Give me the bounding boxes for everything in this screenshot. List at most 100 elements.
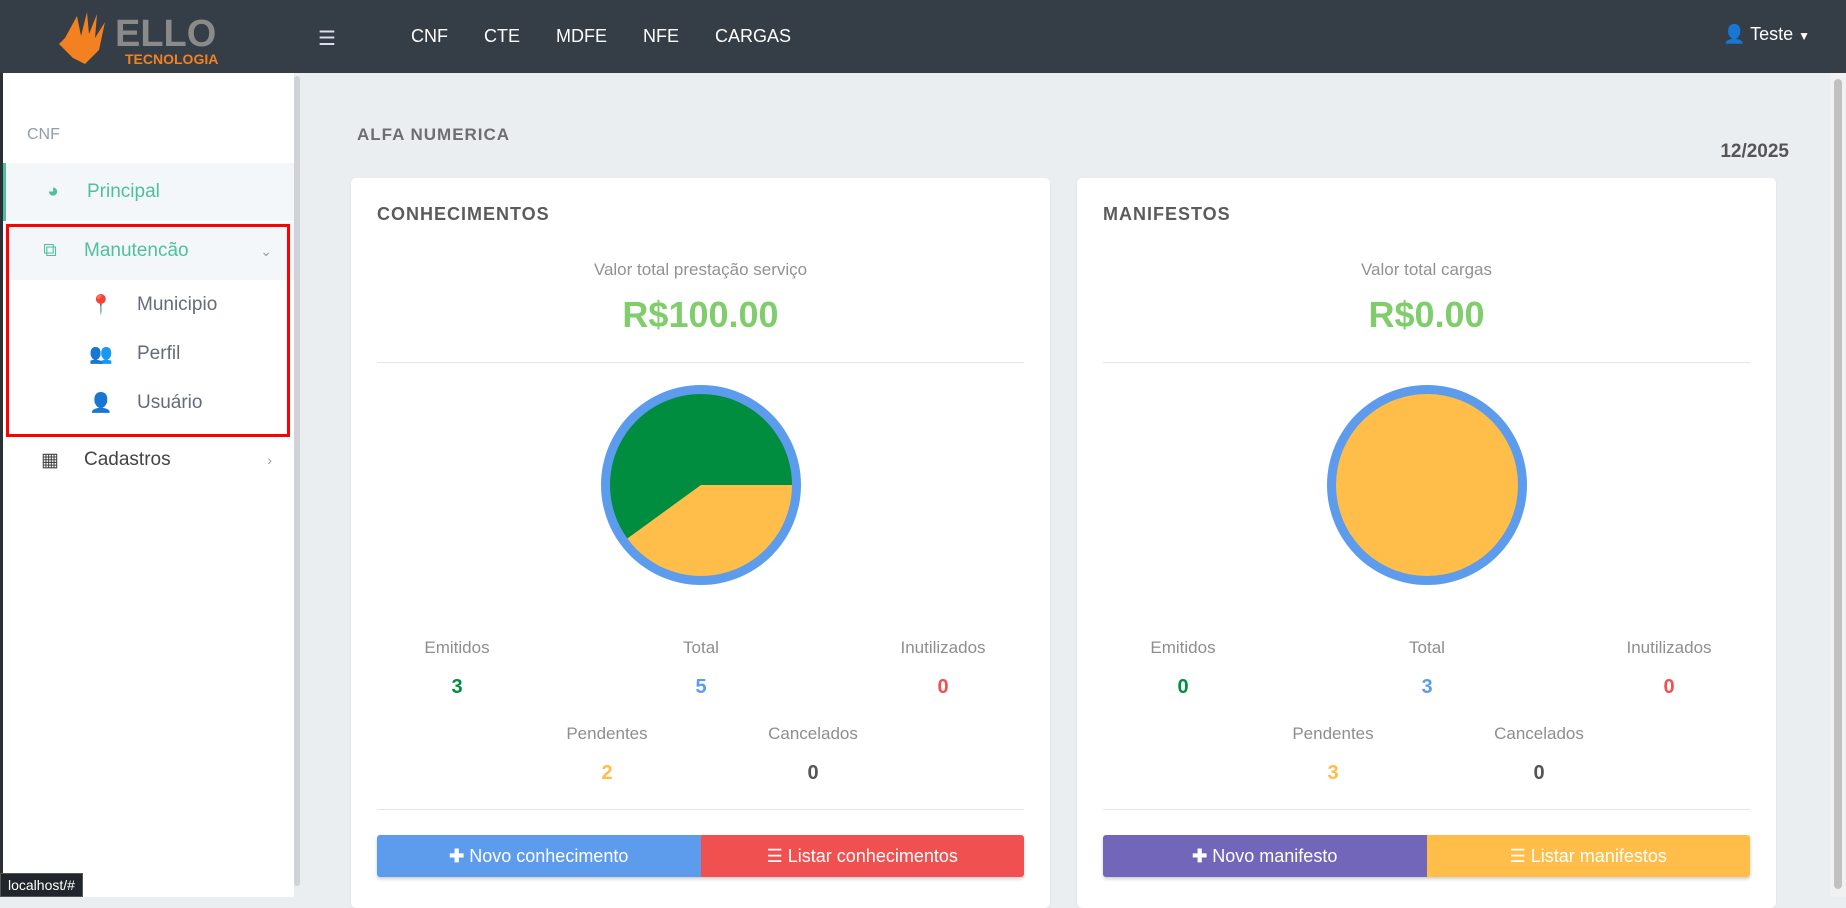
button-label: Listar manifestos [1530,845,1667,866]
nav-nfe[interactable]: NFE [643,26,679,46]
new-button[interactable]: ✚ Novo conhecimento [377,835,701,877]
pie-chart [1327,385,1527,585]
sidebar: CNF ◕ Principal ⧉ Manutencão ⌄ 📍 Municipio 👥… [0,73,294,897]
divider [1103,809,1750,810]
plus-icon: ✚ [1192,845,1208,866]
sidebar-subitem-label: Usuário [137,392,203,413]
stat-emitidos: Emitidos 3 [357,638,557,699]
card-conhecimentos: CONHECIMENTOS Valor total prestação serv… [351,178,1050,908]
sidebar-item-label: Manutencão [84,240,189,261]
stat-label: Pendentes [566,724,648,743]
value-label: Valor total cargas [1360,260,1493,279]
card-title: CONHECIMENTOS [377,204,550,224]
value-amount: R$0.00 [1368,294,1485,335]
stat-label: Total [1409,638,1445,657]
stat-value: 3 [1327,762,1339,784]
sidebar-scrollbar[interactable] [294,76,300,886]
new-button[interactable]: ✚ Novo manifesto [1103,835,1427,877]
user-icon: 👤 [1722,24,1746,44]
stat-value: 3 [451,676,463,698]
plus-icon: ✚ [449,845,465,866]
pie-slice-pendentes [1336,394,1518,576]
stat-value: 3 [1421,676,1433,698]
object-group-icon: ⧉ [43,240,57,261]
stat-label: Emitidos [424,638,490,657]
svg-text:ELLO: ELLO [115,13,216,55]
sidebar-subitem-perfil[interactable]: 👥 Perfil [3,330,294,378]
stat-value: 5 [695,676,707,698]
building-icon: ▦ [41,449,59,471]
stat-value: 0 [1177,676,1189,698]
sidebar-subitem-usuario[interactable]: 👤 Usuário [3,379,294,427]
sidebar-section-title: CNF [27,126,60,143]
value-label: Valor total prestação serviço [593,260,808,279]
sidebar-subitem-municipio[interactable]: 📍 Municipio [3,281,294,329]
card-title: MANIFESTOS [1103,204,1231,224]
stat-value: 2 [601,762,613,784]
ello-logo[interactable]: ELLO TECNOLOGIA [55,8,255,68]
pie-slice-pendentes [627,485,792,576]
sidebar-item-manutencao[interactable]: ⧉ Manutencão ⌄ [3,222,294,280]
list-button[interactable]: ☰ Listar manifestos [1426,835,1750,877]
divider [377,809,1024,810]
sidebar-subitem-label: Municipio [137,294,218,315]
divider [1103,362,1750,363]
stat-label: Inutilizados [900,638,986,657]
list-button[interactable]: ☰ Listar conhecimentos [700,835,1024,877]
top-nav: CNF CTE MDFE NFE CARGAS [411,0,827,73]
sidebar-subitem-label: Perfil [137,343,181,364]
nav-cte[interactable]: CTE [484,26,520,46]
stat-pendentes: Pendentes 3 [1233,724,1433,785]
stat-value: 0 [1663,676,1675,698]
sidebar-item-principal[interactable]: ◕ Principal [3,163,294,221]
nav-mdfe[interactable]: MDFE [556,26,607,46]
action-buttons: ✚ Novo manifesto ☰ Listar manifestos [1103,835,1750,877]
stat-label: Total [683,638,719,657]
stat-value: 0 [1533,762,1545,784]
sidebar-item-cadastros[interactable]: ▦ Cadastros › [3,431,294,489]
stat-label: Pendentes [1292,724,1374,743]
stat-label: Cancelados [768,724,858,743]
sidebar-item-label: Principal [87,181,160,202]
stat-cancelados: Cancelados 0 [1439,724,1639,785]
main-scrollbar[interactable] [1830,73,1846,897]
card-manifestos: MANIFESTOS Valor total cargas R$0.00 Emi… [1077,178,1776,908]
list-icon: ☰ [1509,845,1526,866]
stat-inutilizados: Inutilizados 0 [1569,638,1769,699]
nav-cnf[interactable]: CNF [411,26,448,46]
button-label: Listar conhecimentos [787,845,958,866]
user-menu[interactable]: 👤 Teste ▼ [1723,24,1810,45]
svg-text:TECNOLOGIA: TECNOLOGIA [125,51,218,67]
users-icon: 👥 [89,344,113,365]
company-name: ALFA NUMERICA [357,125,511,144]
list-icon: ☰ [766,845,783,866]
stat-pendentes: Pendentes 2 [507,724,707,785]
stat-value: 0 [807,762,819,784]
nav-cargas[interactable]: CARGAS [715,26,792,46]
sidebar-item-label: Cadastros [84,449,171,470]
dashboard-icon: ◕ [47,181,59,202]
stat-label: Emitidos [1150,638,1216,657]
pie-chart [601,385,801,585]
stat-inutilizados: Inutilizados 0 [843,638,1043,699]
menu-toggle-icon[interactable]: ☰ [318,28,336,50]
period: 12/2025 [1720,141,1789,162]
chevron-down-icon: ⌄ [260,242,272,259]
button-label: Novo manifesto [1212,845,1338,866]
stat-cancelados: Cancelados 0 [713,724,913,785]
pie-slice-emitidos [610,393,792,539]
stat-label: Inutilizados [1626,638,1712,657]
stat-emitidos: Emitidos 0 [1083,638,1283,699]
stat-label: Cancelados [1494,724,1584,743]
caret-down-icon: ▼ [1798,29,1810,43]
user-icon: 👤 [89,393,113,414]
stat-total: Total 3 [1327,638,1527,699]
map-pin-icon: 📍 [89,295,113,316]
value-amount: R$100.00 [622,294,779,335]
chevron-right-icon: › [267,452,272,468]
button-label: Novo conhecimento [469,845,629,866]
action-buttons: ✚ Novo conhecimento ☰ Listar conhecimentos [377,835,1024,877]
user-name: Teste [1750,24,1794,44]
stat-total: Total 5 [601,638,801,699]
divider [377,362,1024,363]
